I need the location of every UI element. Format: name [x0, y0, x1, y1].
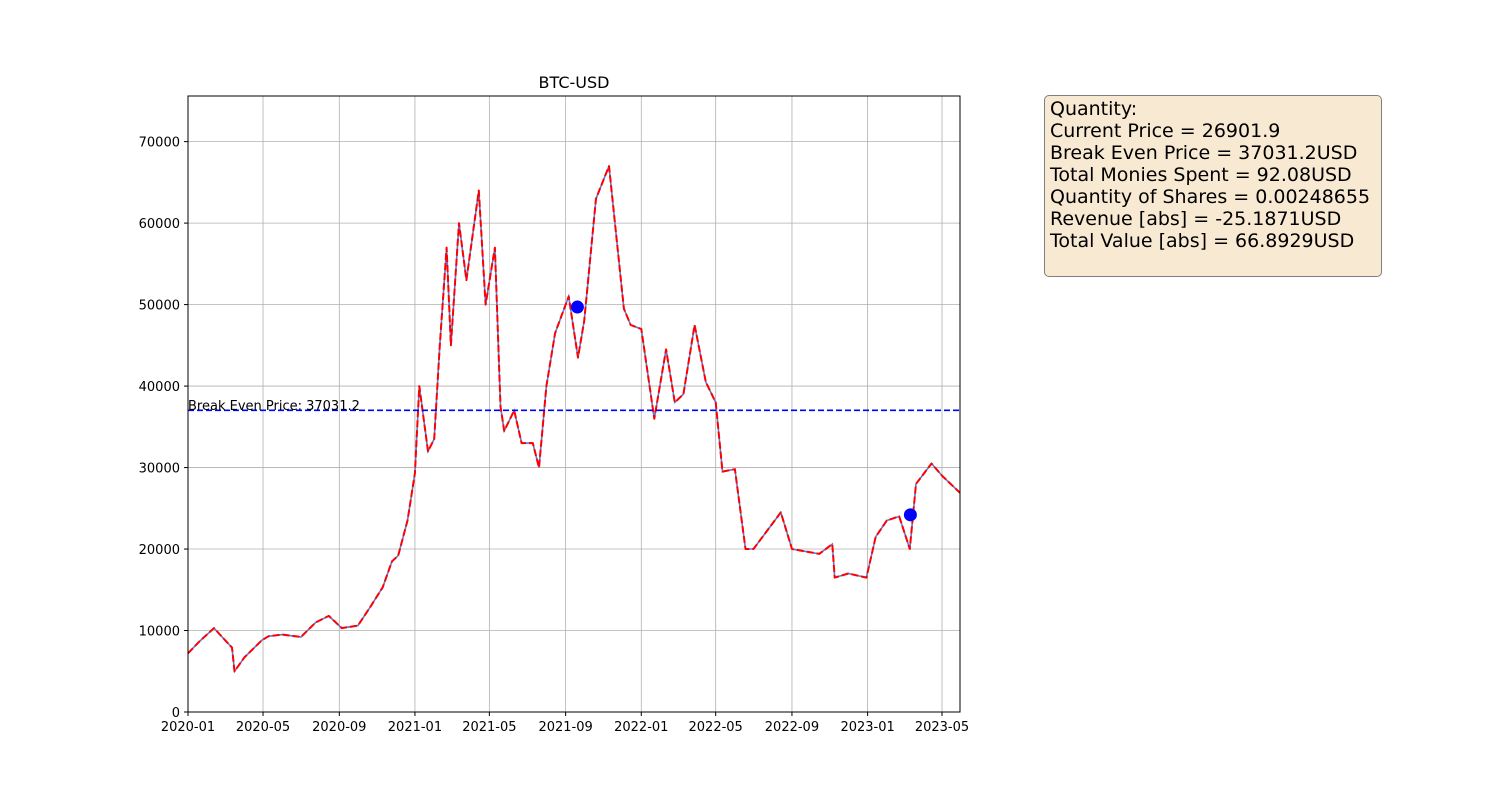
x-tick-label: 2020-01	[161, 720, 215, 735]
x-tick-label: 2021-05	[462, 720, 516, 735]
plot-frame	[187, 95, 961, 713]
y-tick-label: 70000	[139, 136, 180, 151]
info-total-value: Total Value [abs] = 66.8929USD	[1050, 230, 1355, 252]
y-tick-label: 60000	[139, 217, 180, 232]
x-tick-label: 2021-09	[538, 720, 592, 735]
x-tick-label: 2021-01	[388, 720, 442, 735]
info-box: Quantity: Current Price = 26901.9 Break …	[1044, 95, 1382, 277]
price-line	[187, 165, 961, 673]
buy-marker	[570, 300, 584, 314]
info-revenue: Revenue [abs] = -25.1871USD	[1050, 208, 1342, 230]
x-tick-label: 2022-09	[765, 720, 819, 735]
info-quantity: Quantity:	[1050, 98, 1138, 120]
x-tick-label: 2022-05	[689, 720, 743, 735]
plot-area: Break Even Price: 37031.2	[187, 165, 961, 674]
y-tick-label: 20000	[139, 543, 180, 558]
buy-marker	[903, 508, 917, 522]
x-tick-label: 2023-05	[915, 720, 969, 735]
y-tick-label: 50000	[139, 299, 180, 314]
info-current-price: Current Price = 26901.9	[1050, 120, 1281, 142]
x-tick-label: 2022-01	[614, 720, 668, 735]
y-tick-label: 0	[172, 706, 180, 721]
x-tick-label: 2023-01	[840, 720, 894, 735]
break-even-annotation: Break Even Price: 37031.2	[188, 399, 360, 414]
price-line-underlay	[187, 165, 961, 674]
axis-ticks: 2020-01 2020-05 2020-09 2021-01 2021-05 2021-…	[139, 136, 970, 735]
info-total-monies-spent: Total Monies Spent = 92.08USD	[1050, 164, 1352, 186]
chart-title: BTC-USD	[539, 73, 610, 92]
info-break-even-price: Break Even Price = 37031.2USD	[1050, 142, 1358, 164]
info-quantity-of-shares: Quantity of Shares = 0.00248655	[1050, 186, 1371, 208]
y-tick-label: 40000	[139, 380, 180, 395]
x-tick-label: 2020-09	[312, 720, 366, 735]
y-tick-label: 30000	[139, 462, 180, 477]
y-tick-label: 10000	[139, 625, 180, 640]
x-tick-label: 2020-05	[236, 720, 290, 735]
